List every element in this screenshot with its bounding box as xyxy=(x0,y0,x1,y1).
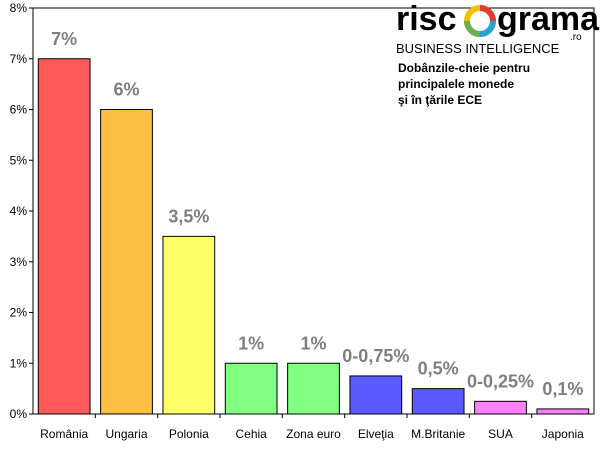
y-tick-label: 7% xyxy=(10,52,28,66)
x-tick-label: SUA xyxy=(488,427,513,441)
x-tick-label: Polonia xyxy=(169,427,209,441)
y-tick-label: 5% xyxy=(10,153,28,167)
x-tick-label: M.Britanie xyxy=(411,427,465,441)
data-label: 3,5% xyxy=(168,206,209,226)
data-label: 0-0,25% xyxy=(467,371,534,391)
note-line-2: principalele monede xyxy=(398,77,514,91)
bar xyxy=(474,400,527,415)
logo-text-right: grama xyxy=(497,0,600,38)
data-label: 0,1% xyxy=(542,379,583,399)
y-tick-label: 8% xyxy=(10,1,28,15)
logo-ring-icon xyxy=(464,5,496,37)
x-tick-label: Cehia xyxy=(235,427,267,441)
x-tick-label: Japonia xyxy=(542,427,584,441)
data-labels: 7% 6% 3,5% 1% 1% 0-0,75% 0,5% 0-0,25% 0,1% xyxy=(51,29,583,399)
data-label: 0-0,75% xyxy=(342,346,409,366)
logo-tagline: BUSINESS INTELLIGENCE xyxy=(396,41,560,56)
data-label: 1% xyxy=(300,333,326,353)
x-tick-label: Ungaria xyxy=(105,427,147,441)
bar xyxy=(100,109,153,415)
x-axis: România Ungaria Polonia Cehia Zona euro Elveţ… xyxy=(40,414,584,441)
logo-domain: .ro xyxy=(570,32,582,43)
chart-note: Dobânzile-cheie pentru principalele mone… xyxy=(398,61,530,107)
y-tick-label: 3% xyxy=(10,255,28,269)
logo: risc grama .ro BUSINESS INTELLIGENCE xyxy=(396,0,600,56)
bar xyxy=(536,408,590,415)
y-tick-label: 1% xyxy=(10,356,28,370)
data-label: 7% xyxy=(51,29,77,49)
bar xyxy=(37,58,91,415)
note-line-1: Dobânzile-cheie pentru xyxy=(398,61,530,75)
bar xyxy=(224,362,278,415)
bar xyxy=(287,362,340,415)
y-tick-label: 6% xyxy=(10,103,28,117)
data-label: 1% xyxy=(238,333,264,353)
bars xyxy=(37,58,590,415)
bar xyxy=(162,235,216,415)
data-label: 6% xyxy=(113,80,139,100)
bar xyxy=(411,388,465,415)
data-label: 0,5% xyxy=(418,359,459,379)
note-line-3: şi în ţările ECE xyxy=(398,93,482,107)
x-tick-label: România xyxy=(40,427,88,441)
y-tick-label: 2% xyxy=(10,306,28,320)
x-tick-label: Elveţia xyxy=(358,427,394,441)
y-tick-label: 0% xyxy=(10,407,28,421)
logo-text-left: risc xyxy=(396,0,457,38)
x-tick-label: Zona euro xyxy=(286,427,341,441)
bar xyxy=(349,375,403,415)
y-tick-label: 4% xyxy=(10,204,28,218)
